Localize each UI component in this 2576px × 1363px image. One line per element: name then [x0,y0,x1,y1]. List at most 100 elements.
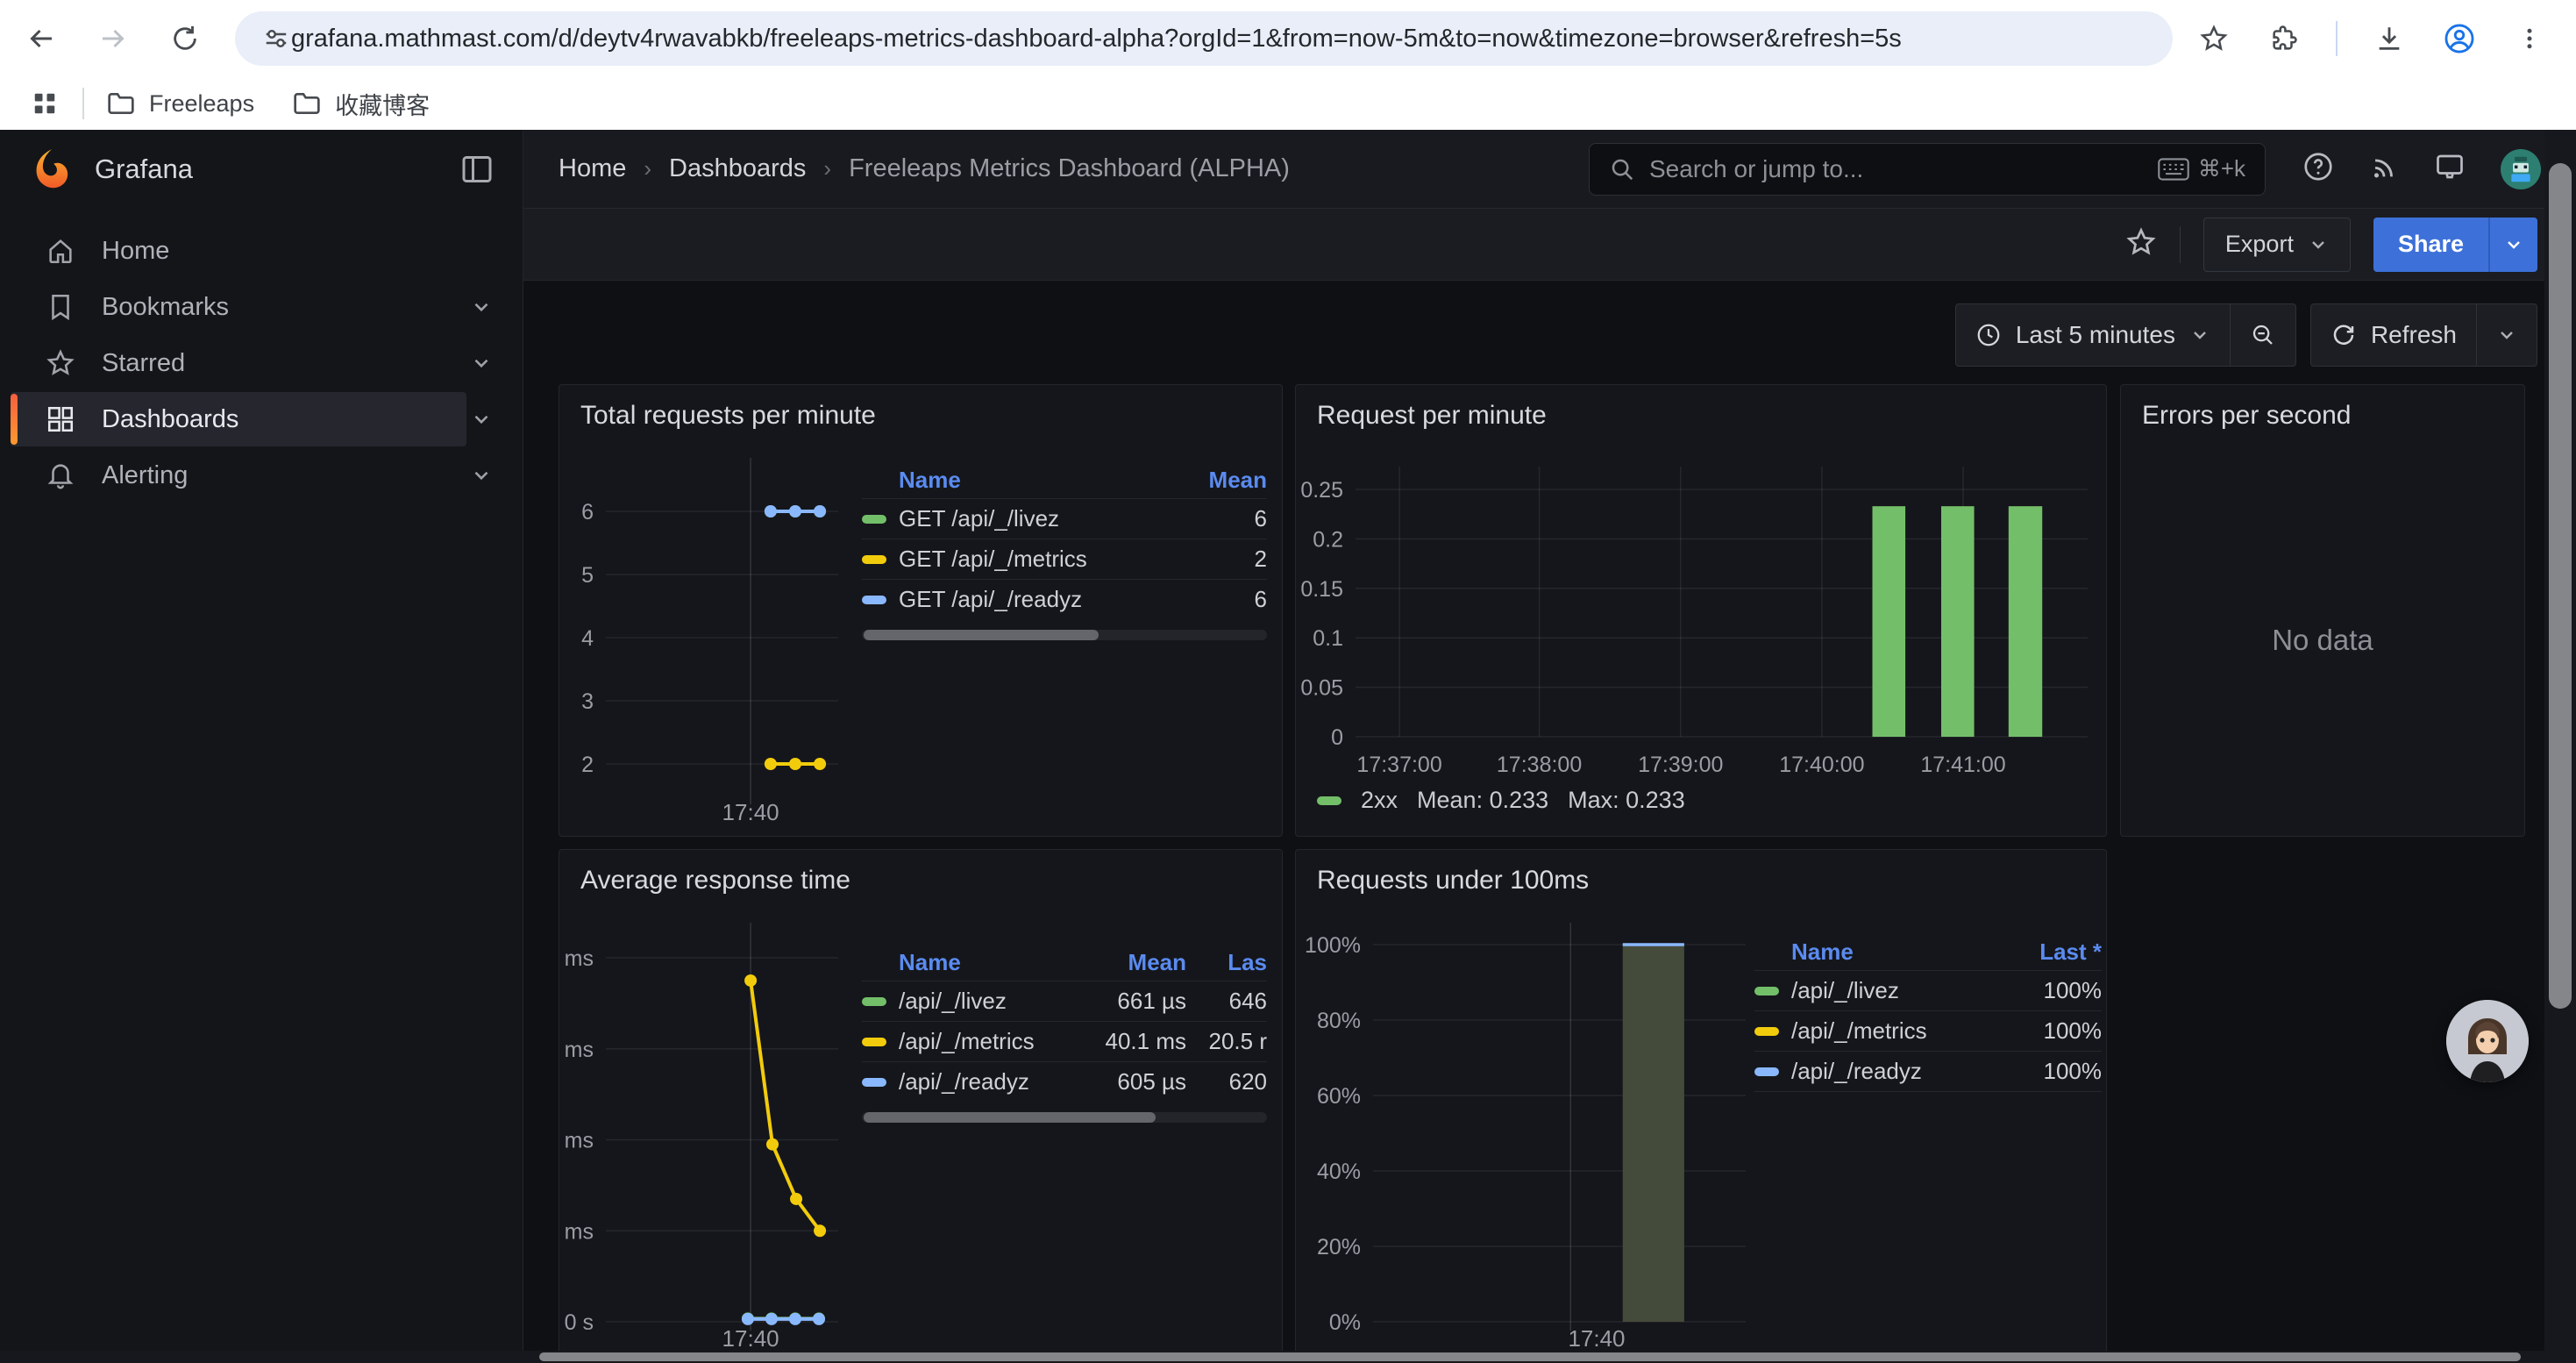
legend-row: /api/_/livez661 µs646 [862,981,1267,1021]
legend-header: NameLast * [1754,933,2102,970]
bookmark-folder-freeleaps[interactable]: Freeleaps [107,90,254,118]
y-axis-tick: 2 [581,753,594,777]
breadcrumb-home[interactable]: Home [559,154,626,183]
sidebar-item-dashboards[interactable]: Dashboards [0,391,523,447]
site-settings-icon[interactable] [261,20,291,57]
browser-toolbar: grafana.mathmast.com/d/deytv4rwavabkb/fr… [0,0,2576,77]
panel-title[interactable]: Errors per second [2142,401,2351,431]
favorite-star-icon[interactable] [2125,226,2157,262]
sidebar-item-alerting[interactable]: Alerting [0,447,523,503]
legend-column-header[interactable]: Mean [1135,467,1267,494]
bookmarks-bar: Freeleaps 收藏博客 [0,77,2576,130]
grafana-header: Home › Dashboards › Freeleaps Metrics Da… [523,130,2576,209]
reload-icon[interactable] [167,20,203,57]
chart[interactable]: 0.250.20.150.10.05017:37:0017:38:0017:39… [1296,385,2108,838]
y-axis-tick: 0.05 [1300,676,1343,701]
legend-series-name[interactable]: /api/_/livez [899,988,1064,1015]
legend-scrollbar-track[interactable] [862,630,1267,640]
folder-icon [293,91,321,116]
legend-value: 605 µs [1064,1068,1186,1095]
chart[interactable]: 100%80%60%40%20%0%17:40 [1296,850,2108,1363]
search-input[interactable]: Search or jump to... ⌘+k [1589,143,2266,196]
legend-scrollbar-thumb[interactable] [864,630,1099,640]
legend-series-name[interactable]: /api/_/readyz [1791,1058,1970,1085]
legend-column-header[interactable]: Las [1186,949,1267,976]
share-menu-caret[interactable] [2488,218,2537,272]
legend-series-name[interactable]: 2xx [1361,787,1398,814]
panel-total-requests-per-minute: Total requests per minute 6543217:40 Nam… [559,384,1283,837]
time-range-picker[interactable]: Last 5 minutes [1956,304,2230,366]
legend-max: Max: 0.233 [1568,787,1685,814]
refresh-interval-caret[interactable] [2476,304,2537,366]
export-button[interactable]: Export [2203,218,2351,272]
y-axis-tick: 0.25 [1300,478,1343,503]
grafana-brand: Grafana [95,153,461,185]
legend-column-header[interactable]: Name [899,949,1064,976]
refresh-button[interactable]: Refresh [2311,304,2476,366]
legend-series-name[interactable]: GET /api/_/livez [899,505,1135,532]
avatar-girl-illustration [2446,1000,2529,1082]
monitor-icon[interactable] [2434,151,2466,187]
legend-series-name[interactable]: /api/_/livez [1791,977,1970,1004]
menu-kebab-icon[interactable] [2511,20,2548,57]
apps-grid-icon[interactable] [26,85,63,122]
back-icon[interactable] [23,20,60,57]
url-bar[interactable]: grafana.mathmast.com/d/deytv4rwavabkb/fr… [235,11,2173,66]
legend-row: /api/_/metrics40.1 ms20.5 r [862,1021,1267,1061]
extensions-icon[interactable] [2266,20,2302,57]
zoom-out-button[interactable] [2230,304,2295,366]
grafana-logo[interactable] [30,147,74,191]
legend-value: 40.1 ms [1064,1028,1186,1055]
legend-series-name[interactable]: GET /api/_/readyz [899,586,1135,613]
vertical-scrollbar-thumb[interactable] [2549,163,2572,1009]
download-icon[interactable] [2371,20,2408,57]
horizontal-scrollbar-thumb[interactable] [539,1352,2521,1361]
share-label[interactable]: Share [2373,218,2488,272]
legend-series-name[interactable]: /api/_/metrics [899,1028,1064,1055]
horizontal-scrollbar-track[interactable] [0,1351,2544,1363]
legend-table: NameMeanGET /api/_/livez6GET /api/_/metr… [862,461,1267,640]
time-range-label: Last 5 minutes [2016,321,2175,349]
chevron-down-icon[interactable] [470,464,493,487]
chevron-down-icon[interactable] [470,408,493,431]
assistant-avatar-overlay[interactable] [2446,1000,2529,1082]
series-color-chip [862,555,886,564]
legend-row: /api/_/livez100% [1754,970,2102,1010]
bookmark-folder-blogs[interactable]: 收藏博客 [293,87,430,121]
legend-column-header[interactable]: Mean [1064,949,1186,976]
legend-column-header[interactable]: Name [1791,938,1970,966]
legend-scrollbar-thumb[interactable] [864,1112,1156,1123]
legend-series-name[interactable]: /api/_/readyz [899,1068,1064,1095]
user-avatar[interactable] [2501,149,2541,189]
sidebar-nav: Home Bookmarks Starred Dashboards [0,223,523,503]
profile-icon[interactable] [2441,20,2478,57]
legend-header: NameMeanLas [862,944,1267,981]
legend-scrollbar-track[interactable] [862,1112,1267,1123]
share-button[interactable]: Share [2373,218,2537,272]
breadcrumb-dashboards[interactable]: Dashboards [669,154,806,183]
chevron-down-icon[interactable] [470,352,493,375]
vertical-scrollbar-track[interactable] [2544,130,2576,1363]
chevron-down-icon[interactable] [470,296,493,318]
dock-sidebar-icon[interactable] [461,154,493,184]
clock-icon [1975,322,2002,348]
screen: grafana.mathmast.com/d/deytv4rwavabkb/fr… [0,0,2576,1363]
legend-row: GET /api/_/readyz6 [862,579,1267,619]
search-icon [1609,156,1635,182]
sidebar-item-bookmarks[interactable]: Bookmarks [0,279,523,335]
sidebar-item-starred[interactable]: Starred [0,335,523,391]
sidebar-item-home[interactable]: Home [0,223,523,279]
url-text[interactable]: grafana.mathmast.com/d/deytv4rwavabkb/fr… [291,25,1902,54]
legend-column-header[interactable]: Last * [1970,938,2102,966]
legend-column-header[interactable]: Name [899,467,1135,494]
legend-series-name[interactable]: GET /api/_/metrics [899,546,1135,573]
chevron-down-icon [2189,325,2210,346]
news-rss-icon[interactable] [2369,152,2399,186]
legend-series-name[interactable]: /api/_/metrics [1791,1017,1970,1045]
refresh-group: Refresh [2310,303,2537,367]
help-icon[interactable] [2302,151,2334,187]
keyboard-icon [2158,158,2189,181]
bookmark-star-icon[interactable] [2195,20,2232,57]
y-axis-tick: 60% [1317,1084,1361,1109]
dashboard-canvas: Last 5 minutes Refresh [523,282,2576,1363]
